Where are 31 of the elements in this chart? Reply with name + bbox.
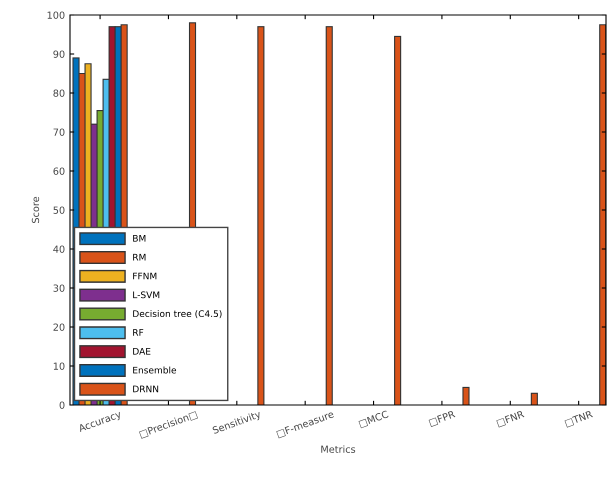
y-tick-label: 0: [60, 401, 64, 409]
y-tick-label: 60: [53, 167, 64, 175]
bar: [326, 26, 333, 405]
legend-label: BM: [133, 235, 146, 242]
bar: [530, 392, 538, 405]
legend-label: L-SVM: [133, 291, 160, 298]
y-tick-label: 20: [53, 323, 64, 331]
bar: [599, 24, 606, 405]
y-axis-title: Score: [32, 196, 40, 223]
legend-label: RF: [133, 329, 144, 336]
legend-label: FFNM: [133, 272, 156, 280]
x-axis-title: Metrics: [321, 445, 356, 453]
legend-label: DAE: [133, 348, 150, 355]
y-tick-label: 70: [54, 128, 64, 136]
bar: [257, 26, 264, 405]
y-tick-label: 90: [53, 50, 64, 58]
x-tick-label: □FNR: [496, 410, 525, 428]
y-tick-label: 40: [53, 245, 64, 253]
x-tick-label: □FPR: [428, 410, 456, 427]
y-tick-label: 50: [54, 206, 64, 214]
x-tick-label: □TNR: [564, 410, 594, 428]
legend-label: DRNN: [133, 386, 158, 392]
legend-label: Ensemble: [133, 366, 176, 374]
y-tick-label: 10: [54, 362, 64, 370]
y-tick-label: 100: [48, 11, 64, 19]
bar: [394, 36, 402, 405]
bar: [462, 386, 470, 405]
legend-label: RM: [133, 254, 146, 260]
y-tick-label: 30: [54, 284, 64, 292]
legend-label: Decision tree (C4.5): [133, 310, 222, 318]
y-tick-label: 80: [53, 89, 64, 97]
